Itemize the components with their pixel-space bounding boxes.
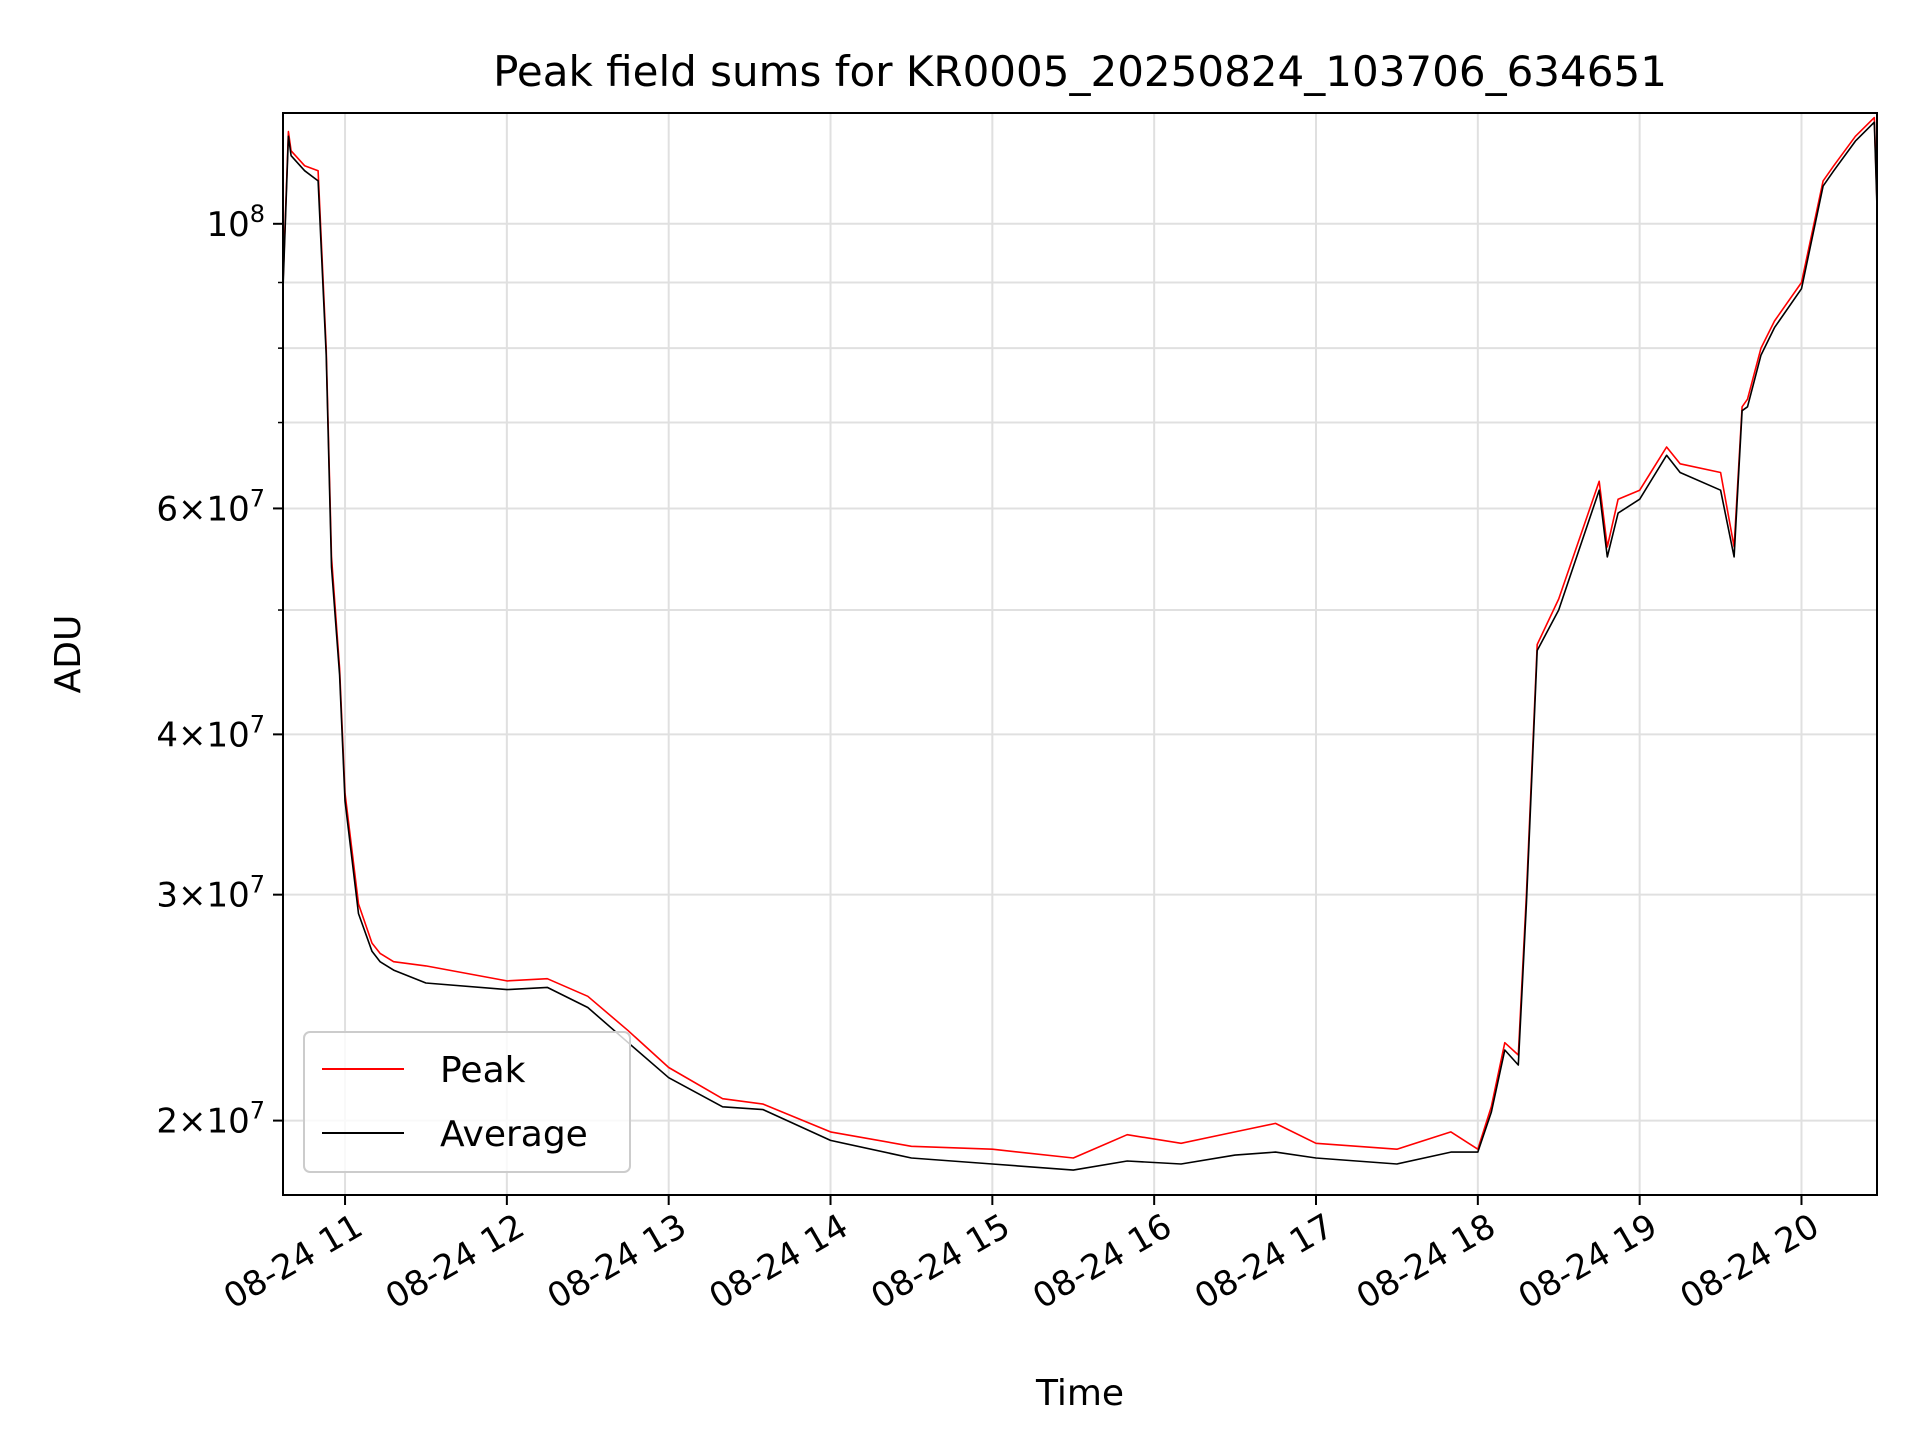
- legend-label-average: Average: [440, 1114, 588, 1155]
- grid: [283, 113, 1877, 1195]
- x-tick-label: 08-24 12: [379, 1206, 531, 1317]
- y-axis: 108 6×107 4×107 3×107 2×107: [156, 200, 283, 1142]
- x-axis: 08-24 11 08-24 12 08-24 13 08-24 14 08-24 15…: [217, 1195, 1826, 1317]
- legend: Peak Average: [303, 1031, 631, 1173]
- x-tick-label: 08-24 19: [1512, 1206, 1664, 1317]
- legend-box: [303, 1031, 631, 1173]
- y-axis-label: ADU: [48, 615, 89, 694]
- x-tick-label: 08-24 18: [1350, 1206, 1502, 1317]
- x-tick-label: 08-24 11: [217, 1206, 369, 1317]
- x-tick-label: 08-24 20: [1674, 1206, 1826, 1317]
- y-tick-label: 6×107: [156, 484, 265, 529]
- series-lines: [283, 116, 1877, 1171]
- series-line-average: [283, 121, 1877, 1171]
- x-tick-label: 08-24 14: [703, 1206, 855, 1317]
- y-tick-label: 2×107: [156, 1097, 265, 1142]
- legend-label-peak: Peak: [440, 1050, 526, 1091]
- x-axis-label: Time: [1035, 1373, 1124, 1414]
- x-tick-label: 08-24 15: [864, 1206, 1016, 1317]
- chart-title: Peak field sums for KR0005_20250824_1037…: [493, 47, 1667, 96]
- x-tick-label: 08-24 17: [1188, 1206, 1340, 1317]
- series-line-peak: [283, 116, 1877, 1159]
- x-tick-label: 08-24 13: [541, 1206, 693, 1317]
- y-tick-label: 4×107: [156, 710, 265, 755]
- y-tick-label: 108: [206, 200, 265, 245]
- y-tick-label: 3×107: [156, 871, 265, 916]
- plot-frame: [282, 112, 1878, 1196]
- x-tick-label: 08-24 16: [1026, 1206, 1178, 1317]
